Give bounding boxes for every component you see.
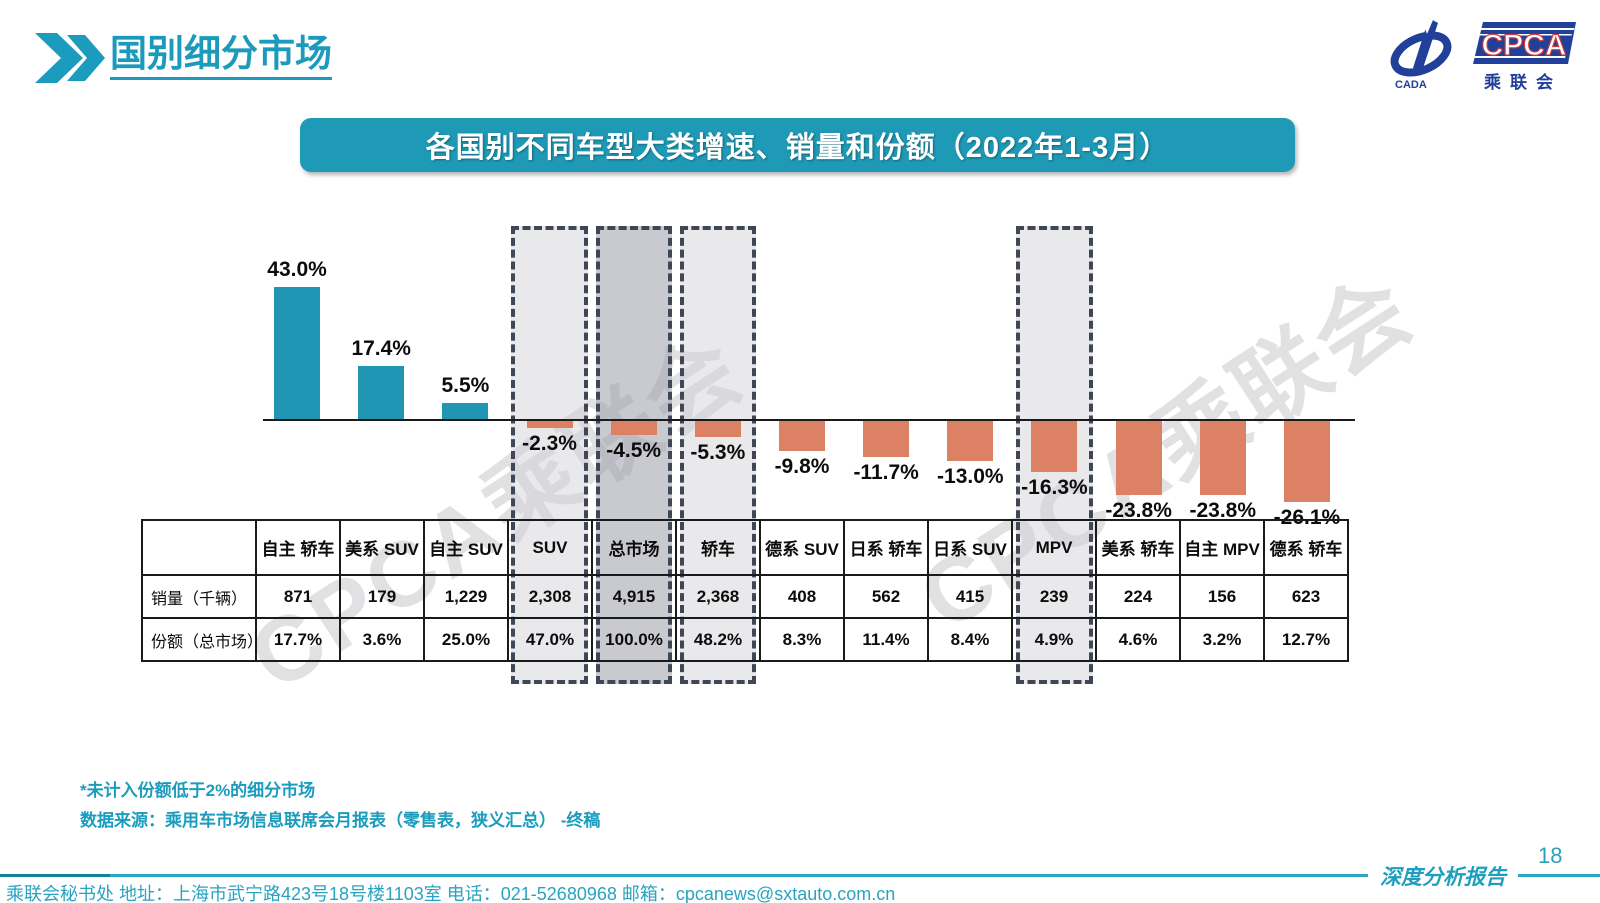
table-cell: 1,229 bbox=[423, 574, 509, 619]
table-cell: 47.0% bbox=[507, 617, 593, 662]
category-header: MPV bbox=[1011, 519, 1097, 576]
table-cell: 871 bbox=[255, 574, 341, 619]
growth-bar bbox=[1031, 421, 1078, 472]
table-cell: 623 bbox=[1263, 574, 1349, 619]
category-header: 轿车 bbox=[675, 519, 761, 576]
category-header: 日系 轿车 bbox=[843, 519, 929, 576]
category-header: 美系 SUV bbox=[339, 519, 425, 576]
table-cell: 408 bbox=[759, 574, 845, 619]
growth-bar bbox=[779, 421, 825, 452]
category-header: 自主 轿车 bbox=[255, 519, 341, 576]
table-cell: 562 bbox=[843, 574, 929, 619]
bar-value-label: -4.5% bbox=[606, 438, 662, 462]
table-cell: 2,368 bbox=[675, 574, 761, 619]
table-cell: 48.2% bbox=[675, 617, 761, 662]
table-cell: 4.9% bbox=[1011, 617, 1097, 662]
growth-bar bbox=[1283, 421, 1330, 502]
page-title: 国别细分市场 bbox=[110, 33, 332, 80]
category-header: SUV bbox=[507, 519, 593, 576]
growth-bar bbox=[610, 421, 657, 435]
row-label: 销量（千辆） bbox=[141, 574, 257, 619]
growth-bar bbox=[947, 421, 994, 462]
category-header: 日系 SUV bbox=[927, 519, 1013, 576]
chart-title: 各国别不同车型大类增速、销量和份额（2022年1-3月） bbox=[425, 132, 1170, 164]
svg-text:CPCA: CPCA bbox=[1481, 29, 1566, 62]
report-series-label: 深度分析报告 bbox=[1368, 861, 1518, 891]
table-cell: 17.7% bbox=[255, 617, 341, 662]
table-cell: 8.3% bbox=[759, 617, 845, 662]
table-cell: 4,915 bbox=[591, 574, 677, 619]
cpca-wordmark: CPCA 乘联会 bbox=[1464, 22, 1576, 92]
bar-value-label: 17.4% bbox=[351, 337, 411, 361]
bar-value-label: -9.8% bbox=[774, 455, 830, 479]
category-header: 德系 SUV bbox=[759, 519, 845, 576]
table-cell: 2,308 bbox=[507, 574, 593, 619]
row-label: 份额（总市场） bbox=[141, 617, 257, 662]
table-cell: 3.2% bbox=[1179, 617, 1265, 662]
table-cell: 156 bbox=[1179, 574, 1265, 619]
growth-bar bbox=[863, 421, 910, 458]
growth-bar bbox=[694, 421, 741, 438]
data-table: 自主 轿车 美系 SUV 自主 SUV SUV 总市场 轿车 德系 SUV 日系 轿车 日系 S… bbox=[141, 519, 1349, 662]
bar-value-label: -23.8% bbox=[1105, 498, 1172, 522]
table-cell: 415 bbox=[927, 574, 1013, 619]
growth-bar bbox=[358, 366, 405, 420]
svg-text:乘联会: 乘联会 bbox=[1483, 72, 1562, 92]
footer-address: 乘联会秘书处 地址：上海市武宁路423号18号楼1103室 电话：021-526… bbox=[6, 884, 896, 903]
note-source: 数据来源：乘用车市场信息联席会月报表（零售表，狭义汇总） -终稿 bbox=[80, 811, 601, 830]
bar-value-label: -16.3% bbox=[1021, 475, 1088, 499]
zero-axis-line bbox=[263, 419, 1355, 421]
chart-title-banner: 各国别不同车型大类增速、销量和份额（2022年1-3月） bbox=[300, 118, 1295, 172]
page-number: 18 bbox=[1538, 843, 1563, 868]
double-chevron-icon bbox=[35, 33, 105, 83]
bar-value-label: 5.5% bbox=[441, 373, 490, 397]
bar-value-label: -2.3% bbox=[522, 432, 577, 456]
growth-bar bbox=[526, 421, 573, 429]
cada-emblem-icon: CADA bbox=[1390, 18, 1452, 91]
note-asterisk: *未计入份额低于2%的细分市场 bbox=[80, 781, 316, 800]
bar-value-label: 43.0% bbox=[267, 257, 327, 281]
table-cell: 4.6% bbox=[1095, 617, 1181, 662]
table-cell: 12.7% bbox=[1263, 617, 1349, 662]
growth-bar bbox=[1199, 421, 1246, 495]
growth-bar bbox=[274, 286, 321, 420]
table-cell: 224 bbox=[1095, 574, 1181, 619]
category-header: 美系 轿车 bbox=[1095, 519, 1181, 576]
table-cell: 11.4% bbox=[843, 617, 929, 662]
growth-bar bbox=[1115, 421, 1162, 495]
category-header: 自主 MPV bbox=[1179, 519, 1265, 576]
table-cell: 8.4% bbox=[927, 617, 1013, 662]
cpca-logo: CADA CPCA 乘联会 bbox=[1390, 18, 1576, 92]
bar-value-label: -23.8% bbox=[1189, 498, 1257, 522]
bar-value-label: -11.7% bbox=[853, 461, 919, 485]
growth-bar bbox=[442, 402, 489, 420]
table-cell: 239 bbox=[1011, 574, 1097, 619]
bar-value-label: -5.3% bbox=[690, 441, 746, 465]
category-header: 总市场 bbox=[591, 519, 677, 576]
category-header: 德系 轿车 bbox=[1263, 519, 1349, 576]
bar-value-label: -13.0% bbox=[937, 465, 1004, 489]
footer-divider-line bbox=[0, 874, 1600, 877]
table-cell: 100.0% bbox=[591, 617, 677, 662]
category-header: 自主 SUV bbox=[423, 519, 509, 576]
table-cell: 3.6% bbox=[339, 617, 425, 662]
table-cell: 25.0% bbox=[423, 617, 509, 662]
table-corner-cell bbox=[141, 519, 257, 576]
table-cell: 179 bbox=[339, 574, 425, 619]
footer-divider-accent bbox=[0, 874, 110, 877]
svg-text:CADA: CADA bbox=[1395, 79, 1427, 91]
